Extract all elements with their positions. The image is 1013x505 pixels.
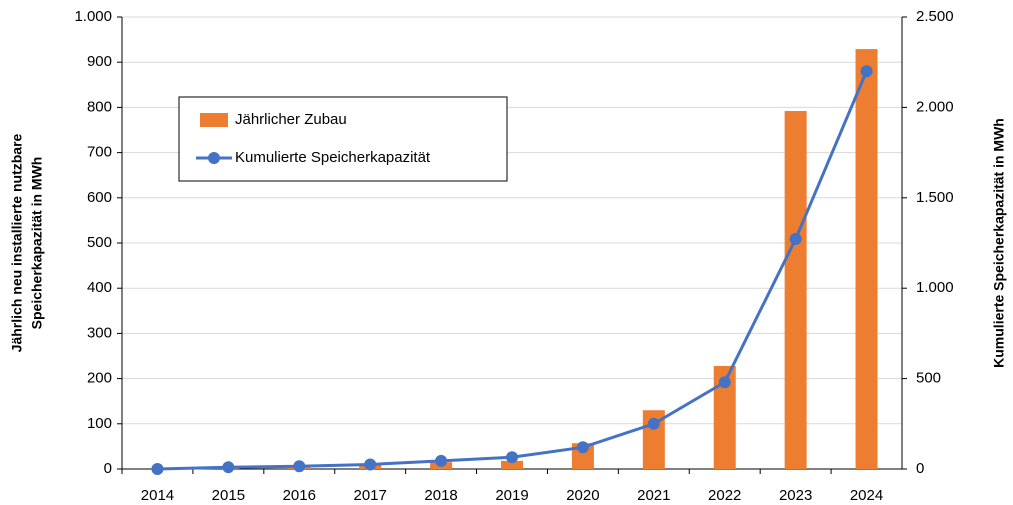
y-axis-label: Speicherkapazität in MWh (29, 157, 45, 330)
y2-tick-label: 1.000 (916, 279, 954, 296)
x-tick-label: 2022 (708, 487, 741, 504)
x-tick-label: 2019 (495, 487, 528, 504)
x-tick-label: 2016 (283, 487, 316, 504)
legend-label: Jährlicher Zubau (235, 111, 347, 128)
y-tick-label: 700 (87, 144, 112, 161)
y-axis-label: Jährlich neu installierte nutzbare (9, 133, 25, 352)
point (789, 233, 802, 246)
point (222, 461, 235, 474)
bar (855, 49, 878, 469)
y-tick-label: 300 (87, 324, 112, 341)
point (718, 376, 731, 389)
y-tick-label: 500 (87, 234, 112, 251)
x-tick-label: 2014 (141, 487, 174, 504)
point (293, 460, 306, 473)
y2-tick-label: 1.500 (916, 189, 954, 206)
point (506, 451, 518, 464)
point (576, 441, 589, 454)
y2-axis-label: Kumulierte Speicherkapazität in MWh (991, 118, 1007, 368)
y-tick-label: 200 (87, 370, 112, 387)
y-tick-label: 800 (87, 98, 112, 115)
y-tick-label: 1.000 (74, 8, 112, 25)
legend-swatch (200, 113, 228, 127)
x-tick-label: 2018 (424, 487, 457, 504)
y-tick-label: 0 (104, 460, 112, 477)
point (151, 463, 164, 475)
y-tick-label: 100 (87, 415, 112, 432)
point (647, 417, 660, 430)
x-tick-label: 2023 (779, 487, 812, 504)
bar (501, 460, 523, 469)
y2-tick-label: 2.000 (916, 98, 954, 115)
legend-label: Kumulierte Speicherkapazität (235, 149, 431, 166)
x-tick-label: 2015 (212, 487, 245, 504)
y2-tick-label: 0 (916, 460, 924, 477)
point (364, 458, 377, 471)
x-tick-label: 2017 (353, 487, 386, 504)
point (860, 65, 873, 78)
y-tick-label: 400 (87, 279, 112, 296)
bar (784, 111, 807, 470)
legend-swatch (208, 152, 220, 164)
y-tick-label: 900 (87, 53, 112, 70)
y2-tick-label: 500 (916, 370, 941, 387)
y2-tick-label: 2.500 (916, 8, 954, 25)
y-tick-label: 600 (87, 189, 112, 206)
x-tick-label: 2024 (850, 487, 883, 504)
point (435, 454, 448, 467)
bar (713, 365, 736, 469)
x-tick-label: 2021 (637, 487, 670, 504)
x-tick-label: 2020 (566, 487, 599, 504)
legend-box (178, 96, 508, 182)
